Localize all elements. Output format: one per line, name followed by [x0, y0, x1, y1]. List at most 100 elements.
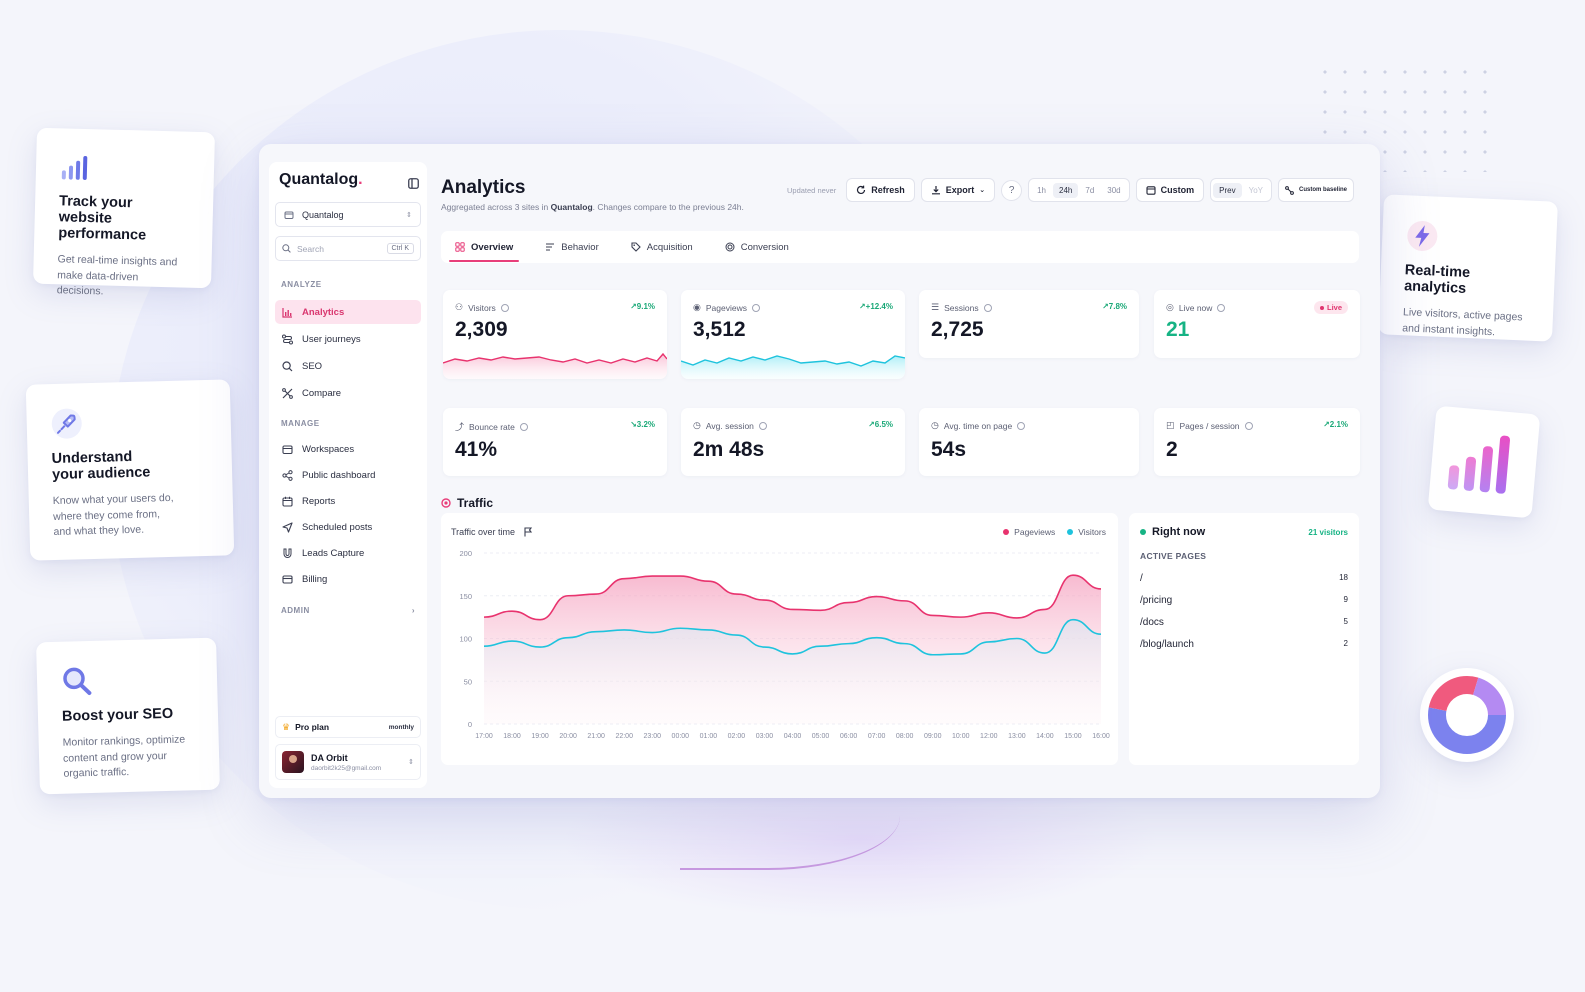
search-placeholder: Search: [297, 243, 324, 254]
download-icon: [931, 186, 940, 195]
help-button[interactable]: ?: [1001, 179, 1023, 201]
send-icon: [282, 521, 293, 533]
sidebar-item-seo[interactable]: SEO: [275, 354, 421, 378]
list-item[interactable]: /docs 5: [1140, 617, 1348, 628]
tab-bar: Overview Behavior Acquisition Conversion: [441, 231, 1359, 263]
kpi-card-avg-session[interactable]: ◷ Avg. session ↗6.5% 2m 48s: [681, 408, 905, 476]
custom-baseline-button[interactable]: Custom baseline: [1277, 178, 1354, 202]
export-button[interactable]: Export ⌄: [920, 178, 996, 202]
broadcast-icon: ◎: [1166, 302, 1174, 312]
sidebar-collapse-icon[interactable]: [408, 176, 419, 194]
list-item[interactable]: /pricing 9: [1140, 595, 1348, 606]
kpi-label: Bounce rate: [469, 421, 515, 432]
custom-range-button[interactable]: Custom: [1135, 178, 1205, 202]
chart-title: Traffic over time: [451, 527, 533, 537]
compare-option[interactable]: YoY: [1248, 185, 1263, 195]
tab-conversion[interactable]: Conversion: [719, 231, 795, 263]
sidebar-item-workspaces[interactable]: Workspaces: [275, 437, 421, 461]
calendar-icon: [1146, 186, 1156, 195]
tab-overview[interactable]: Overview: [449, 231, 520, 263]
eye-icon: ◉: [693, 302, 701, 312]
y-tick-label: 200: [459, 549, 472, 558]
flag-icon[interactable]: [523, 527, 533, 537]
sidebar-item-leads-capture[interactable]: Leads Capture: [275, 541, 421, 565]
refresh-button[interactable]: Refresh: [846, 178, 915, 202]
sidebar-item-label: User journeys: [302, 333, 361, 345]
legend-item-visitors[interactable]: Visitors: [1067, 527, 1106, 537]
section-label-admin: ADMIN: [281, 606, 310, 615]
sidebar-item-public-dashboard[interactable]: Public dashboard: [275, 463, 421, 487]
page-path: /blog/launch: [1140, 639, 1194, 650]
sidebar-item-compare[interactable]: Compare: [275, 381, 421, 405]
page-count: 18: [1339, 573, 1348, 582]
list-item[interactable]: /blog/launch 2: [1140, 639, 1348, 650]
chart-legend: Pageviews Visitors: [1003, 527, 1106, 537]
page-count: 2: [1343, 639, 1348, 648]
decorative-curve: [680, 780, 900, 870]
x-tick-label: 16:00: [1092, 733, 1110, 740]
traffic-section-title: Traffic: [441, 496, 493, 510]
sidebar-item-label: SEO: [302, 360, 323, 372]
x-tick-label: 03:00: [756, 733, 774, 740]
sidebar-item-label: Scheduled posts: [302, 521, 373, 533]
sidebar-item-reports[interactable]: Reports: [275, 489, 421, 513]
range-option[interactable]: 1h: [1037, 185, 1047, 195]
compare-option-active[interactable]: Prev: [1213, 182, 1242, 198]
range-option[interactable]: 30d: [1107, 185, 1121, 195]
tab-behavior[interactable]: Behavior: [539, 231, 605, 263]
kpi-card-live-now[interactable]: ◎ Live now Live 21: [1154, 290, 1360, 358]
user-menu[interactable]: DA Orbit daorbit2k25@gmail.com ⇕: [275, 744, 421, 780]
kpi-card-avg-time-on-page[interactable]: ◷ Avg. time on page 54s: [919, 408, 1139, 476]
layers-icon: ☰: [931, 302, 940, 312]
x-tick-label: 21:00: [587, 733, 605, 740]
sidebar-item-user-journeys[interactable]: User journeys: [275, 327, 421, 351]
tab-acquisition[interactable]: Acquisition: [625, 231, 699, 263]
x-tick-label: 00:00: [672, 733, 690, 740]
traffic-chart-card: Traffic over time Pageviews Visitors 0 50…: [441, 513, 1118, 765]
range-option[interactable]: 7d: [1085, 185, 1095, 195]
kpi-card-visitors[interactable]: ⚇ Visitors ↗9.1% 2,309: [443, 290, 667, 379]
kpi-card-sessions[interactable]: ☰ Sessions ↗7.8% 2,725: [919, 290, 1139, 358]
plan-badge[interactable]: ♛ Pro plan monthly: [275, 716, 421, 738]
info-icon: [758, 421, 767, 430]
kpi-card-pageviews[interactable]: ◉ Pageviews ↗+12.4% 3,512: [681, 290, 905, 379]
legend-item-pageviews[interactable]: Pageviews: [1003, 527, 1055, 537]
sidebar-item-billing[interactable]: Billing: [275, 567, 421, 591]
kpi-sparkline: [681, 355, 905, 379]
sidebar-section-admin[interactable]: ADMIN ›: [281, 606, 415, 615]
users-icon: ⚇: [455, 302, 464, 312]
workspace-name: Quantalog: [302, 209, 344, 220]
x-tick-label: 22:00: [615, 733, 633, 740]
series-line-pageviews: [483, 574, 1102, 621]
list-item[interactable]: / 18: [1140, 573, 1348, 584]
kpi-card-bounce-rate[interactable]: ⤴ Bounce rate ↘3.2% 41%: [443, 408, 667, 476]
sidebar-item-label: Compare: [302, 387, 342, 399]
section-label-manage: MANAGE: [281, 419, 320, 428]
kpi-card-pages-per-session[interactable]: ◰ Pages / session ↗2.1% 2: [1154, 408, 1360, 476]
x-tick-label: 10:00: [952, 733, 970, 740]
timer-icon: ◷: [693, 420, 701, 430]
pages-icon: ◰: [1166, 420, 1175, 430]
search-input[interactable]: Search Ctrl K: [275, 236, 421, 261]
range-option-active[interactable]: 24h: [1053, 182, 1079, 198]
search-icon: [282, 244, 291, 253]
page-path: /docs: [1140, 617, 1164, 628]
sidebar-item-analytics[interactable]: Analytics: [275, 300, 421, 324]
rocket-icon: [50, 404, 207, 440]
kpi-delta: ↗2.1%: [1323, 420, 1348, 429]
page-count: 9: [1343, 595, 1348, 604]
chevron-updown-icon: ⇕: [408, 759, 414, 766]
sidebar-item-scheduled-posts[interactable]: Scheduled posts: [275, 515, 421, 539]
help-icon: ?: [1008, 184, 1015, 196]
kpi-label: Avg. session: [705, 420, 754, 431]
info-icon: [1217, 303, 1226, 312]
x-tick-label: 05:00: [812, 733, 830, 740]
feature-card-performance: Track your website performance Get real-t…: [32, 127, 216, 298]
baseline-icon: [1285, 185, 1294, 195]
workspace-select[interactable]: Quantalog ⇕: [275, 202, 421, 227]
credit-card-icon: [282, 574, 293, 584]
sidebar-item-label: Reports: [302, 495, 336, 507]
x-tick-label: 08:00: [896, 733, 914, 740]
x-tick-label: 09:00: [924, 733, 942, 740]
brand-logo[interactable]: Quantalog.: [279, 171, 363, 189]
